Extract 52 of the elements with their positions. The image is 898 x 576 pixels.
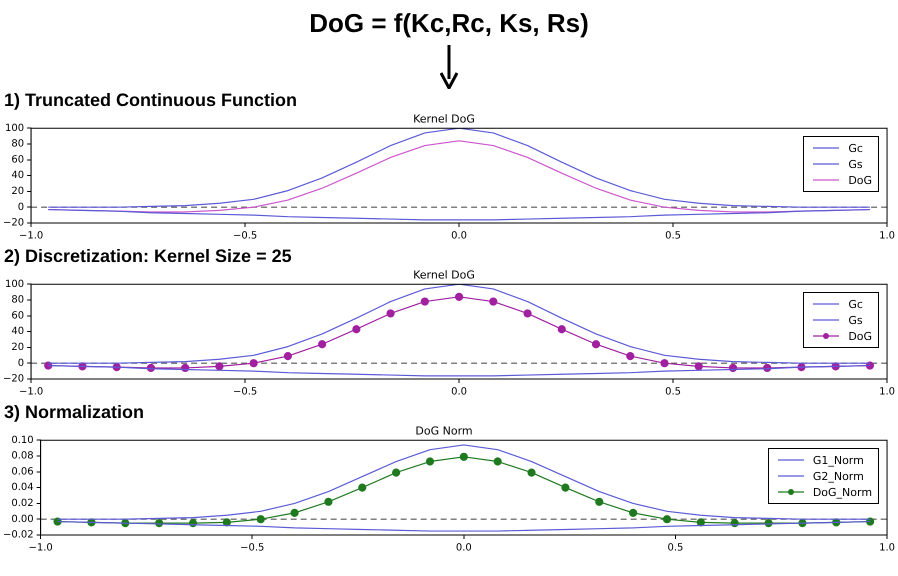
y-tick-label: 60 bbox=[11, 154, 24, 166]
chart-title: 2) Discretization: Kernel Size = 25 bbox=[3, 245, 293, 267]
y-tick-label: 0.02 bbox=[11, 498, 34, 509]
legend-label: DoG bbox=[848, 174, 872, 187]
x-tick-label: −0.5 bbox=[240, 542, 264, 554]
chart-subtitle: Kernel DoG bbox=[413, 268, 475, 282]
legend-label: Gc bbox=[848, 298, 863, 311]
y-tick-label: 0.10 bbox=[11, 434, 34, 446]
x-tick-label: 0.0 bbox=[451, 386, 468, 398]
x-tick-label: 0.5 bbox=[665, 386, 682, 398]
chart-title: 1) Truncated Continuous Function bbox=[3, 89, 298, 111]
y-tick-label: 0 bbox=[18, 358, 24, 369]
chart-title: 3) Normalization bbox=[3, 401, 146, 423]
x-tick-label: 0.5 bbox=[665, 230, 682, 242]
y-tick-label: 0.08 bbox=[11, 450, 34, 462]
y-tick-label: 40 bbox=[11, 170, 24, 182]
legend-label: Gc bbox=[848, 142, 863, 155]
y-tick-label: 80 bbox=[11, 138, 24, 150]
x-tick-label: −0.5 bbox=[232, 386, 258, 398]
x-tick-label: 0.0 bbox=[451, 230, 468, 242]
x-tick-label: 1.0 bbox=[879, 386, 895, 398]
y-tick-label: −20 bbox=[2, 374, 24, 385]
y-tick-label: 100 bbox=[5, 122, 24, 134]
y-tick-label: 100 bbox=[5, 278, 24, 290]
legend-label: G2_Norm bbox=[812, 470, 864, 483]
y-tick-label: 40 bbox=[11, 326, 24, 338]
y-tick-label: 80 bbox=[11, 294, 24, 306]
chart-subtitle: DoG Norm bbox=[415, 424, 473, 438]
x-tick-label: 0.5 bbox=[667, 542, 684, 554]
x-tick-label: −1.0 bbox=[18, 230, 44, 242]
y-tick-label: 20 bbox=[11, 342, 24, 353]
legend-label: Gs bbox=[848, 158, 863, 171]
x-tick-label: −1.0 bbox=[18, 386, 44, 398]
x-tick-label: −1.0 bbox=[28, 542, 53, 554]
y-tick-label: 0.04 bbox=[11, 482, 34, 494]
legend-label: G1_Norm bbox=[812, 454, 864, 467]
y-tick-label: −0.02 bbox=[2, 530, 34, 541]
x-tick-label: 1.0 bbox=[879, 542, 895, 554]
x-tick-label: 0.0 bbox=[456, 542, 472, 554]
y-tick-label: 60 bbox=[11, 310, 24, 322]
y-tick-label: 0.00 bbox=[11, 514, 34, 525]
y-tick-label: 0.06 bbox=[11, 466, 34, 478]
chart-subtitle: Kernel DoG bbox=[413, 112, 475, 126]
y-tick-label: 20 bbox=[11, 186, 24, 197]
legend-label: DoG bbox=[848, 330, 872, 343]
y-tick-label: −20 bbox=[2, 218, 24, 229]
legend-label: Gs bbox=[848, 314, 863, 327]
x-tick-label: 1.0 bbox=[879, 230, 895, 242]
y-tick-label: 0 bbox=[18, 202, 24, 213]
x-tick-label: −0.5 bbox=[232, 230, 258, 242]
text: DoG = f(Kc,Rc, Ks, Rs) bbox=[308, 7, 590, 39]
legend-label: DoG_Norm bbox=[812, 486, 872, 499]
